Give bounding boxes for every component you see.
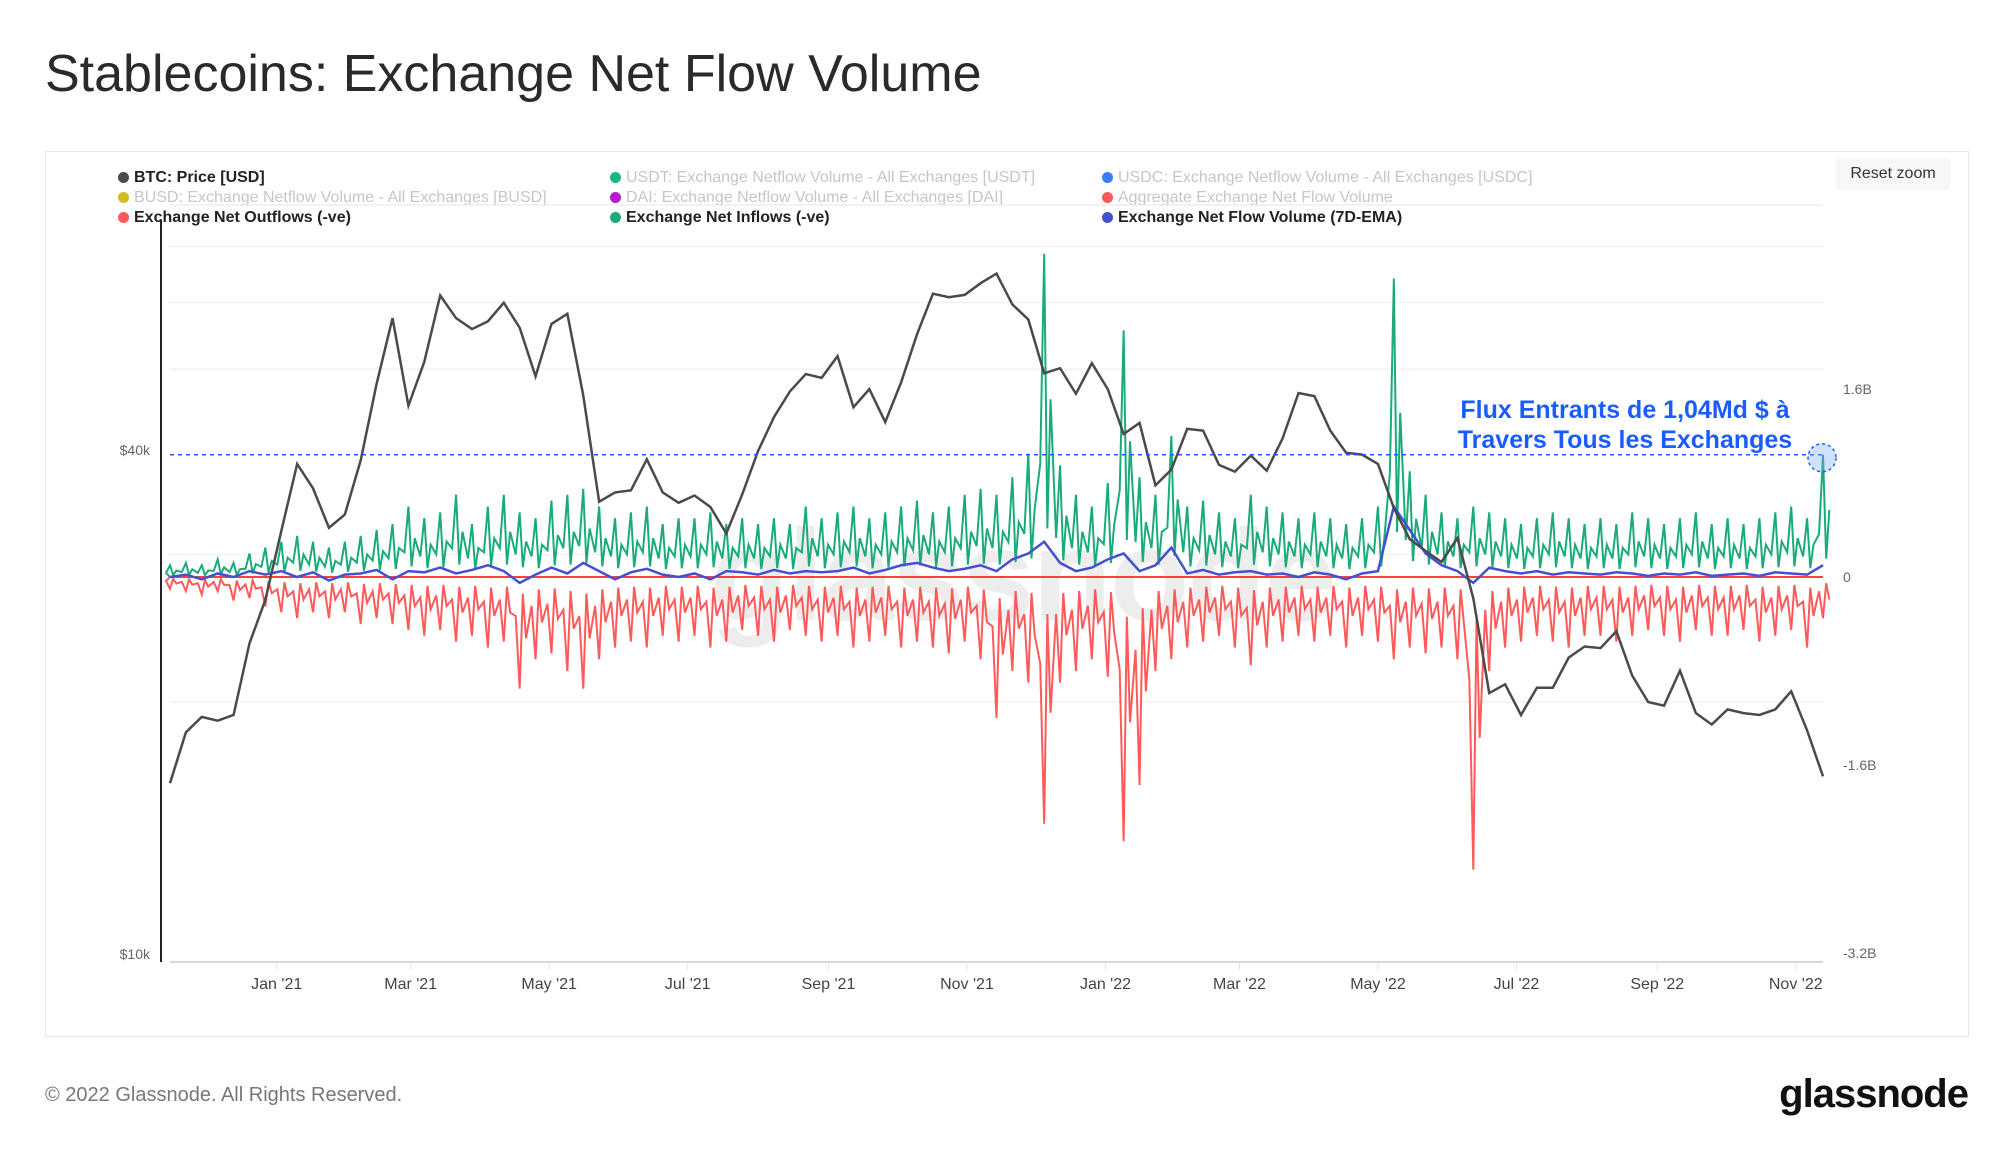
- legend-dot-icon: [1102, 212, 1113, 223]
- x-tick-label: May '21: [521, 976, 577, 993]
- y-left-tick-label: $10k: [120, 946, 151, 962]
- x-tick-label: Nov '21: [940, 976, 994, 993]
- x-tick-label: Jul '22: [1494, 976, 1540, 993]
- annotation-line-2: Travers Tous les Exchanges: [1457, 426, 1793, 454]
- legend-label: USDT: Exchange Netflow Volume - All Exch…: [626, 169, 1036, 186]
- legend-label: BTC: Price [USD]: [134, 169, 265, 186]
- legend-label: Exchange Net Inflows (-ve): [626, 209, 830, 226]
- legend-label: DAI: Exchange Netflow Volume - All Excha…: [626, 189, 1004, 206]
- legend-label: Aggregate Exchange Net Flow Volume: [1118, 189, 1393, 206]
- legend-dot-icon: [118, 192, 129, 203]
- x-tick-label: Jan '21: [251, 976, 302, 993]
- annotation-line-1: Flux Entrants de 1,04Md $ à: [1460, 396, 1790, 424]
- legend-label: USDC: Exchange Netflow Volume - All Exch…: [1118, 169, 1533, 186]
- glassnode-logo: glassnode: [1779, 1072, 1969, 1116]
- legend-label: Exchange Net Flow Volume (7D-EMA): [1118, 209, 1403, 226]
- legend-item-btc-price[interactable]: BTC: Price [USD]: [118, 169, 265, 187]
- page-title: Stablecoins: Exchange Net Flow Volume: [45, 45, 982, 103]
- x-tick-label: Jul '21: [665, 976, 711, 993]
- legend-dot-icon: [610, 192, 621, 203]
- x-tick-label: Nov '22: [1769, 976, 1823, 993]
- x-tick-label: May '22: [1350, 976, 1406, 993]
- outflows-series-line: [164, 576, 1831, 870]
- y-right-tick-label: 0: [1843, 569, 1851, 585]
- legend-dot-icon: [118, 172, 129, 183]
- x-tick-label: Jan '22: [1080, 976, 1131, 993]
- legend-item-7d-ema[interactable]: Exchange Net Flow Volume (7D-EMA): [1102, 209, 1402, 227]
- legend-item-usdc[interactable]: USDC: Exchange Netflow Volume - All Exch…: [1102, 169, 1532, 187]
- legend-item-dai[interactable]: DAI: Exchange Netflow Volume - All Excha…: [610, 189, 1003, 207]
- legend-item-aggregate[interactable]: Aggregate Exchange Net Flow Volume: [1102, 189, 1393, 207]
- y-right-tick-label: -1.6B: [1843, 757, 1876, 773]
- copyright: © 2022 Glassnode. All Rights Reserved.: [45, 1084, 403, 1106]
- legend-dot-icon: [1102, 192, 1113, 203]
- legend-item-usdt[interactable]: USDT: Exchange Netflow Volume - All Exch…: [610, 169, 1035, 187]
- chart-frame: [45, 151, 1969, 1037]
- legend-label: Exchange Net Outflows (-ve): [134, 209, 351, 226]
- x-tick-label: Sep '21: [802, 976, 856, 993]
- annotation-highlight-circle: [1807, 443, 1837, 473]
- y-right-tick-label: 1.6B: [1843, 381, 1872, 397]
- legend-dot-icon: [118, 212, 129, 223]
- y-right-tick-label: -3.2B: [1843, 945, 1876, 961]
- legend-item-busd[interactable]: BUSD: Exchange Netflow Volume - All Exch…: [118, 189, 547, 207]
- legend-dot-icon: [610, 212, 621, 223]
- legend-label: BUSD: Exchange Netflow Volume - All Exch…: [134, 189, 547, 206]
- legend-dot-icon: [1102, 172, 1113, 183]
- x-tick-label: Sep '22: [1630, 976, 1684, 993]
- legend-dot-icon: [610, 172, 621, 183]
- x-tick-label: Mar '21: [384, 976, 437, 993]
- legend-item-net-outflows[interactable]: Exchange Net Outflows (-ve): [118, 209, 351, 227]
- annotation: Flux Entrants de 1,04Md $ à Travers Tous…: [1430, 395, 1820, 455]
- y-left-tick-label: $40k: [120, 442, 151, 458]
- reset-zoom-button[interactable]: Reset zoom: [1836, 158, 1950, 190]
- x-tick-label: Mar '22: [1213, 976, 1266, 993]
- legend-item-net-inflows[interactable]: Exchange Net Inflows (-ve): [610, 209, 830, 227]
